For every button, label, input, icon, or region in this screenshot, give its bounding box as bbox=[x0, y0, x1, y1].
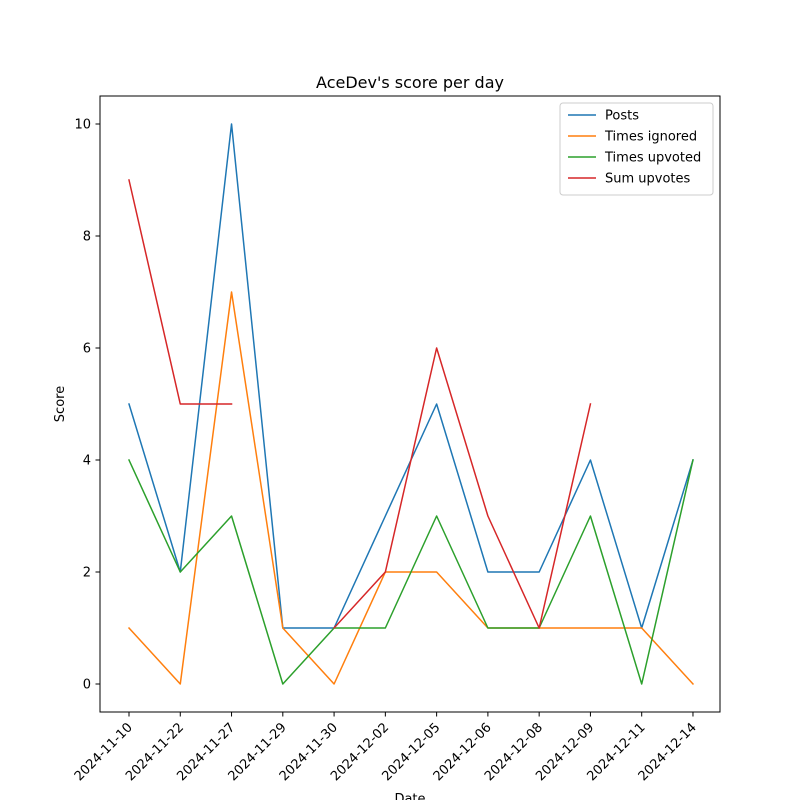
chart-title: AceDev's score per day bbox=[316, 73, 504, 92]
series-1 bbox=[127, 291, 695, 686]
legend-label: Times upvoted bbox=[604, 151, 701, 166]
y-tick-label: 2 bbox=[83, 566, 91, 581]
y-tick-label: 6 bbox=[83, 342, 91, 357]
axes-frame bbox=[99, 95, 721, 713]
y-axis-label: Score bbox=[53, 386, 68, 422]
legend-label: Posts bbox=[605, 109, 639, 124]
series-line bbox=[127, 291, 695, 686]
legend-label: Times ignored bbox=[604, 130, 697, 145]
series-line bbox=[333, 347, 592, 630]
series-line bbox=[128, 459, 694, 685]
y-tick-label: 8 bbox=[83, 230, 91, 245]
series-3 bbox=[128, 179, 592, 630]
x-axis-label: Date bbox=[394, 792, 425, 800]
legend-label: Sum upvotes bbox=[605, 172, 691, 187]
legend: Posts Times ignored Times upvoted Sum upvot… bbox=[559, 102, 714, 196]
y-tick-label: 0 bbox=[83, 678, 91, 693]
series-2 bbox=[128, 459, 694, 685]
series-0 bbox=[128, 123, 694, 629]
series-line bbox=[128, 179, 233, 405]
y-tick-label: 4 bbox=[83, 454, 91, 469]
y-tick-label: 10 bbox=[74, 118, 91, 133]
plot-area bbox=[127, 123, 695, 686]
legend-frame bbox=[559, 102, 714, 196]
x-axis: 2024-11-102024-11-222024-11-272024-11-29… bbox=[72, 712, 700, 784]
series-line bbox=[128, 123, 694, 629]
y-axis: 0 2 4 6 8 10 bbox=[74, 118, 100, 693]
